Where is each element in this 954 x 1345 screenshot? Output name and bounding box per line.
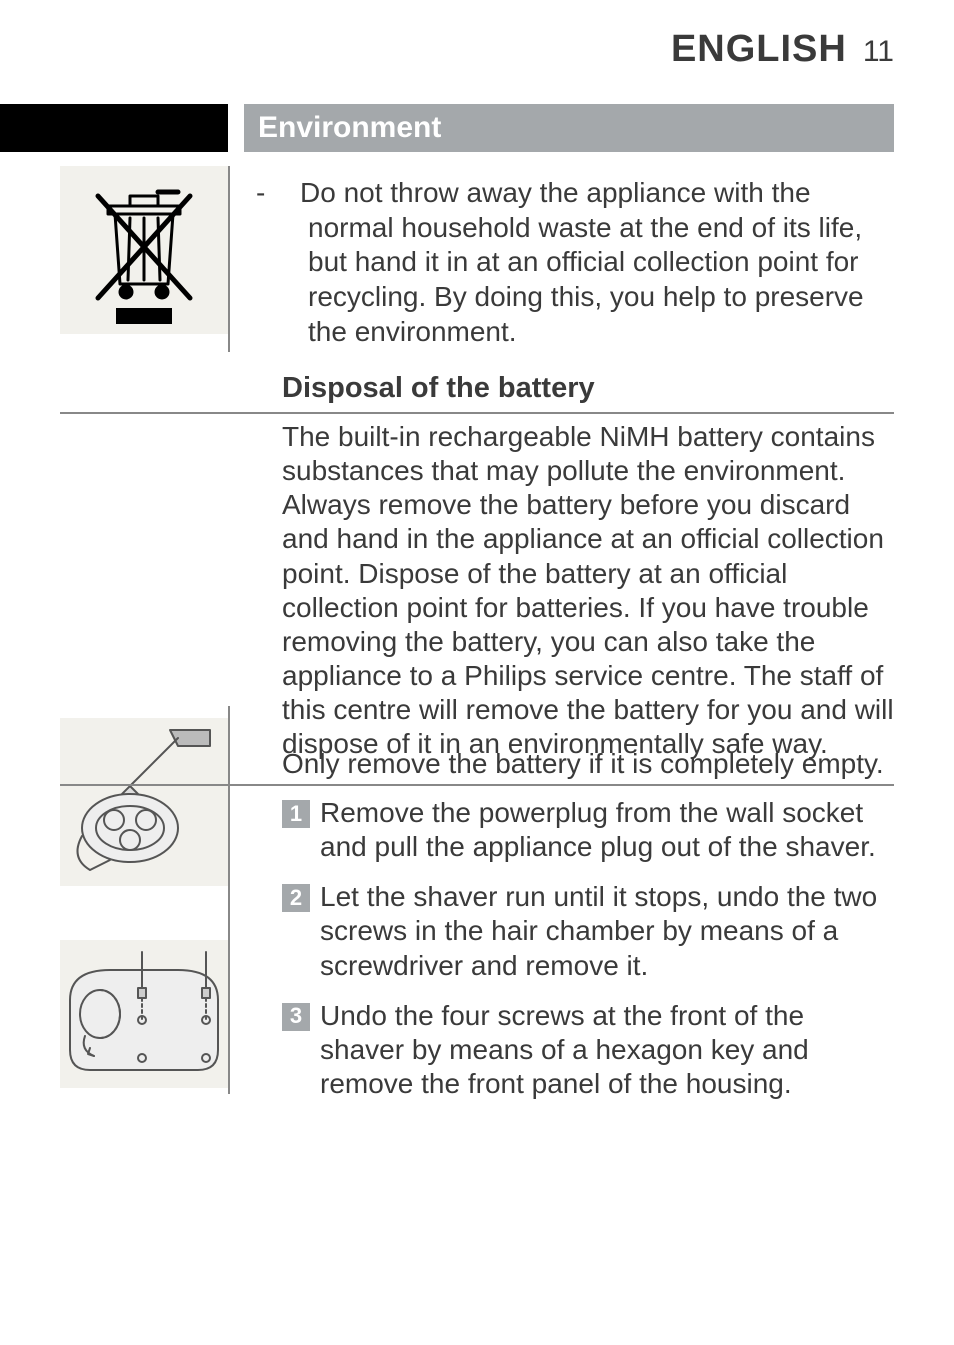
only-remove-rule — [60, 784, 894, 786]
step-number-badge: 1 — [282, 800, 310, 828]
step-number-badge: 3 — [282, 1003, 310, 1031]
steps-list: 1 Remove the powerplug from the wall soc… — [282, 796, 894, 1117]
language-label: ENGLISH — [671, 28, 847, 71]
environment-paragraph: -Do not throw away the appliance with th… — [282, 176, 894, 350]
step-1-text: Remove the powerplug from the wall socke… — [320, 797, 876, 862]
weee-svg — [60, 166, 228, 334]
disposal-paragraph-block: The built-in rechargeable NiMH battery c… — [282, 420, 894, 762]
only-remove-note: Only remove the battery if it is complet… — [282, 748, 894, 780]
margin-rule-2 — [228, 706, 230, 1094]
fig3-svg — [60, 940, 228, 1088]
shaver-front-hex-screws-icon — [60, 940, 228, 1088]
step-3: 3 Undo the four screws at the front of t… — [282, 999, 894, 1101]
step-1: 1 Remove the powerplug from the wall soc… — [282, 796, 894, 864]
section-heading-band: Environment — [0, 104, 894, 152]
disposal-subheading: Disposal of the battery — [282, 372, 894, 411]
step-3-text: Undo the four screws at the front of the… — [320, 1000, 809, 1099]
page-number: 11 — [863, 35, 894, 69]
step-2: 2 Let the shaver run until it stops, und… — [282, 880, 894, 982]
environment-bullet-text: Do not throw away the appliance with the… — [300, 177, 864, 347]
margin-rule — [228, 166, 230, 352]
step-2-text: Let the shaver run until it stops, undo … — [320, 881, 877, 980]
bullet-dash: - — [282, 176, 300, 211]
fig2-svg — [60, 718, 228, 886]
environment-bullet: -Do not throw away the appliance with th… — [282, 176, 894, 350]
shaver-hair-chamber-screws-icon — [60, 718, 228, 886]
subheading-rule — [60, 412, 894, 414]
page-header: ENGLISH 11 — [671, 28, 894, 71]
band-left-block — [0, 104, 228, 152]
section-title: Environment — [258, 111, 441, 145]
step-number-badge: 2 — [282, 884, 310, 912]
band-right-block: Environment — [244, 104, 894, 152]
disposal-paragraph: The built-in rechargeable NiMH battery c… — [282, 420, 894, 762]
weee-no-bin-icon — [60, 166, 228, 334]
manual-page: ENGLISH 11 Environment — [0, 0, 954, 1345]
